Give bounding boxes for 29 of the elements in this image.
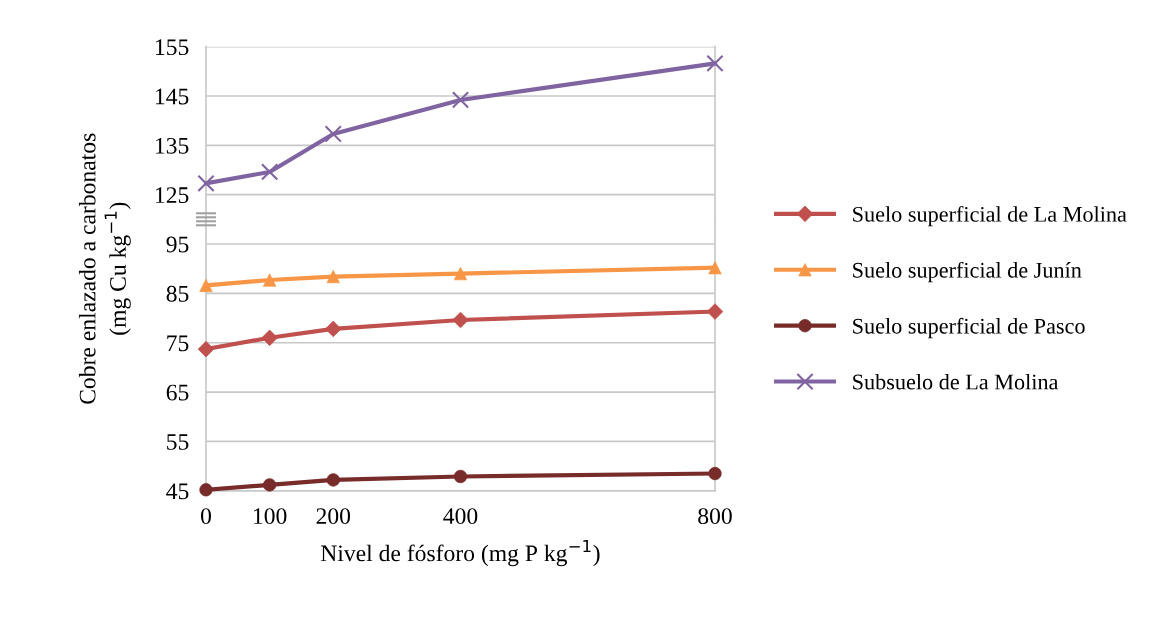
legend-label: Subsuelo de La Molina xyxy=(853,373,1059,390)
legend-label: Suelo superficial de Junín xyxy=(853,261,1082,283)
y-tick-label: 75 xyxy=(167,335,189,352)
point xyxy=(451,91,470,109)
point xyxy=(260,163,279,181)
x-axis-title: Nivel de fósforo (mg P kg$^{−1}$) xyxy=(320,539,600,567)
y-tick-label: 135 xyxy=(155,137,189,154)
point xyxy=(197,174,215,192)
point xyxy=(708,261,722,275)
x-tick-label: 0 xyxy=(201,508,211,525)
x-tick-label: 400 xyxy=(443,508,478,525)
y-tick-label: 95 xyxy=(166,236,189,253)
y-tick-label: 85 xyxy=(166,285,189,302)
x-tick-label: 800 xyxy=(698,508,732,525)
x-tick-label: 200 xyxy=(316,508,351,525)
y-axis-title: Cobre enlazado a carbonatos (mg Cu kg$^{−1}$) xyxy=(78,133,131,404)
y-tick-label: 45 xyxy=(166,483,189,500)
point xyxy=(706,303,724,320)
point xyxy=(324,125,342,143)
y-tick-label: 55 xyxy=(167,434,189,450)
y-tick-label: 155 xyxy=(155,39,189,56)
y-tick-label: 65 xyxy=(166,384,189,401)
point xyxy=(706,54,724,73)
y-tick-label: 125 xyxy=(155,187,189,204)
legend-label: Suelo superficial de La Molina xyxy=(853,205,1127,227)
point xyxy=(452,311,469,329)
x-tick-label: 100 xyxy=(253,508,287,525)
legend-label: Suelo superficial de Pasco xyxy=(853,317,1085,339)
y-tick-label: 145 xyxy=(155,88,189,105)
